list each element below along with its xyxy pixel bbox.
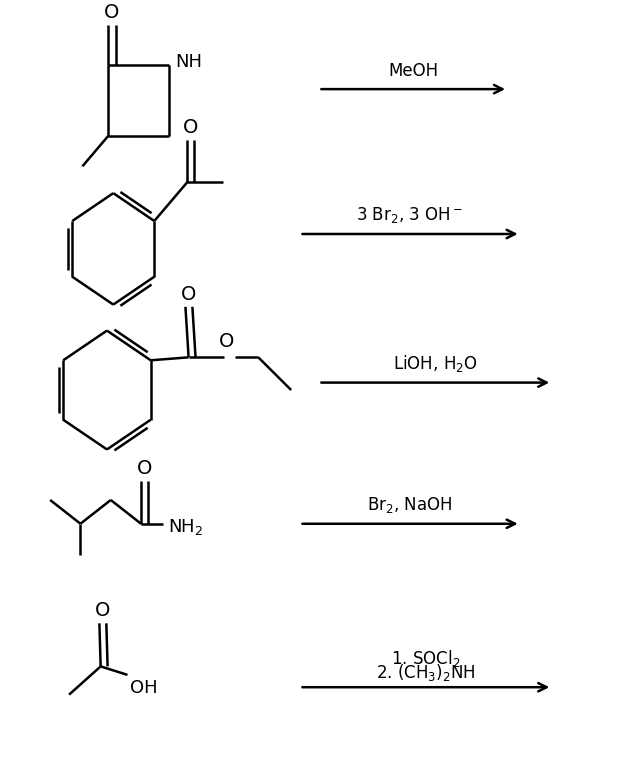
Text: 1. SOCl$_2$: 1. SOCl$_2$ — [391, 648, 461, 670]
Text: 2. (CH$_3$)$_2$NH: 2. (CH$_3$)$_2$NH — [376, 662, 475, 683]
Text: O: O — [95, 601, 110, 621]
Text: 3 Br$_2$, 3 OH$^-$: 3 Br$_2$, 3 OH$^-$ — [357, 205, 464, 225]
Text: LiOH, H$_2$O: LiOH, H$_2$O — [393, 353, 478, 374]
Text: Br$_2$, NaOH: Br$_2$, NaOH — [368, 495, 453, 515]
Text: O: O — [218, 333, 234, 352]
Text: O: O — [104, 2, 120, 22]
Text: NH: NH — [175, 53, 202, 71]
Text: O: O — [183, 118, 198, 137]
Text: NH$_2$: NH$_2$ — [168, 518, 203, 538]
Text: OH: OH — [130, 680, 157, 697]
Text: MeOH: MeOH — [388, 62, 438, 80]
Text: O: O — [136, 459, 152, 478]
Text: O: O — [181, 285, 196, 304]
